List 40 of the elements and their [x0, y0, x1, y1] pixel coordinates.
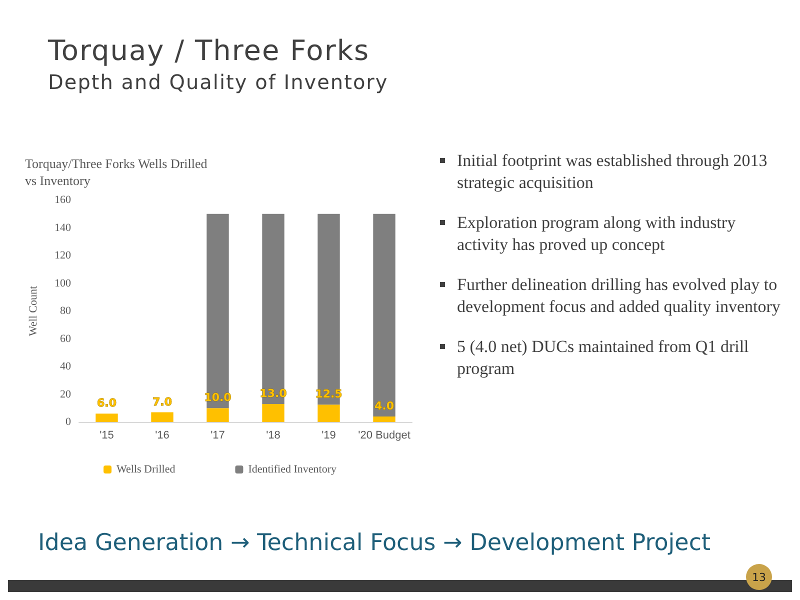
x-tick-label: '20 Budget: [358, 430, 410, 442]
bar: [151, 412, 174, 422]
text: 13: [746, 564, 772, 590]
y-tick-label: 60: [60, 332, 72, 345]
bar: [318, 404, 340, 422]
legend-label: Identified Inventory: [248, 464, 337, 476]
text: 5 (4.0 net) DUCs maintained from Q1 drill program: [457, 336, 750, 380]
data-label: 4.0: [374, 399, 394, 412]
y-tick-label: 40: [60, 360, 72, 372]
y-tick-label: 140: [54, 222, 72, 234]
bar: [96, 414, 118, 422]
y-tick-label: 80: [60, 305, 72, 317]
chart-title: Torquay / Three Forks: [48, 34, 370, 67]
y-tick-label: 120: [54, 250, 72, 262]
x-tick-label: '17: [210, 430, 225, 442]
y-tick-label: 160: [54, 194, 72, 206]
y-axis-title: Well Count: [28, 286, 40, 336]
text: Torquay/Three Forks Wells Drilled vs Inventory: [25, 156, 211, 188]
bar: [373, 416, 396, 422]
text: Further delineation drilling has evolved play to development focus and added quality inventory: [457, 274, 782, 318]
x-tick-label: '16: [155, 430, 170, 442]
bar: [318, 214, 340, 405]
x-tick-label: '15: [100, 430, 114, 442]
x-tick-label: '18: [266, 430, 280, 442]
text: Initial footprint was established through 2013 strategic acquisition: [457, 150, 768, 194]
y-tick-label: 0: [66, 416, 72, 428]
bar: [373, 214, 396, 416]
y-tick-label: 20: [60, 388, 72, 400]
data-label: 7.0: [152, 395, 172, 408]
bar: [262, 404, 284, 422]
text: Exploration program along with industry activity has proved up concept: [457, 212, 737, 256]
y-tick-label: 100: [54, 277, 72, 290]
bar: [206, 214, 229, 408]
text: Idea Generation → Technical Focus → Development Project: [38, 530, 710, 556]
legend-label: Wells Drilled: [116, 464, 176, 476]
bar: [206, 408, 229, 422]
data-label: 6.0: [97, 396, 117, 410]
x-tick-label: '19: [322, 430, 336, 442]
chart-subtitle: Depth and Quality of Inventory: [48, 70, 388, 94]
bar: [262, 214, 284, 404]
